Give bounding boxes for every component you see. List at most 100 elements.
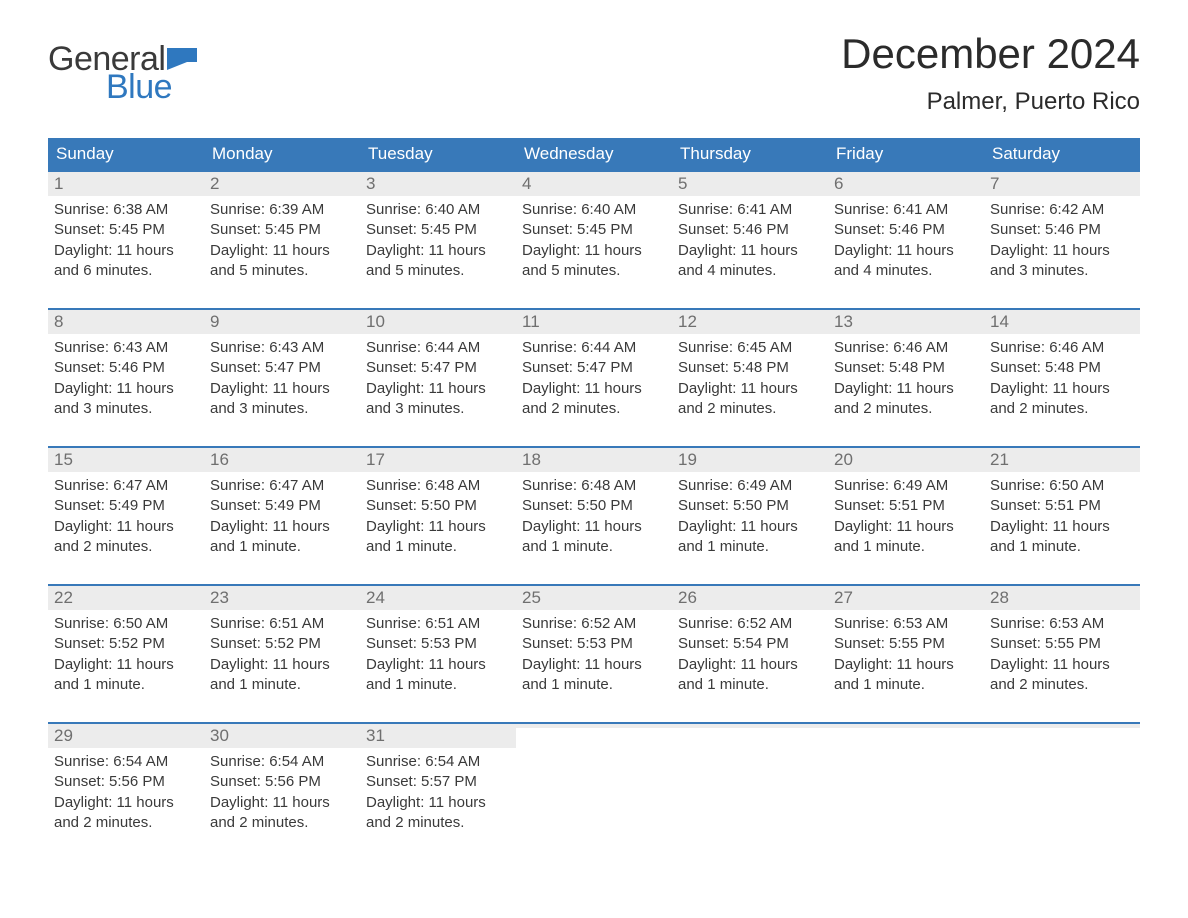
day-sunrise: Sunrise: 6:47 AM (54, 476, 198, 496)
day-cell: 30 Sunrise: 6:54 AMSunset: 5:56 PMDayligh… (204, 724, 360, 842)
day-sunset: Sunset: 5:55 PM (834, 634, 978, 654)
day-number-bar (672, 724, 828, 728)
day-day1: Daylight: 11 hours (678, 379, 822, 399)
day-day1: Daylight: 11 hours (522, 241, 666, 261)
day-number: 23 (210, 588, 229, 607)
day-sunrise: Sunrise: 6:54 AM (366, 752, 510, 772)
day-sunset: Sunset: 5:49 PM (210, 496, 354, 516)
day-number: 4 (522, 174, 531, 193)
day-day1: Daylight: 11 hours (366, 241, 510, 261)
day-cell: 10Sunrise: 6:44 AMSunset: 5:47 PMDayligh… (360, 310, 516, 428)
day-cell: 15Sunrise: 6:47 AMSunset: 5:49 PMDayligh… (48, 448, 204, 566)
day-number-bar: 9 (204, 310, 360, 334)
day-number-bar: 5 (672, 172, 828, 196)
day-number-bar: 26 (672, 586, 828, 610)
day-day1: Daylight: 11 hours (834, 379, 978, 399)
day-day1: Daylight: 11 hours (834, 517, 978, 537)
day-number: 7 (990, 174, 999, 193)
day-number-bar: 21 (984, 448, 1140, 472)
day-sunrise: Sunrise: 6:43 AM (210, 338, 354, 358)
day-body: Sunrise: 6:51 AMSunset: 5:53 PMDaylight:… (360, 610, 516, 701)
day-day1: Daylight: 11 hours (54, 517, 198, 537)
day-number: 6 (834, 174, 843, 193)
day-number: 24 (366, 588, 385, 607)
day-day2: and 1 minute. (54, 675, 198, 695)
day-sunset: Sunset: 5:45 PM (366, 220, 510, 240)
day-cell (672, 724, 828, 842)
day-cell: 19Sunrise: 6:49 AMSunset: 5:50 PMDayligh… (672, 448, 828, 566)
day-day2: and 2 minutes. (834, 399, 978, 419)
day-body: Sunrise: 6:40 AMSunset: 5:45 PMDaylight:… (516, 196, 672, 287)
day-sunrise: Sunrise: 6:53 AM (834, 614, 978, 634)
day-sunset: Sunset: 5:54 PM (678, 634, 822, 654)
day-body: Sunrise: 6:54 AMSunset: 5:56 PMDaylight:… (204, 748, 360, 839)
day-sunrise: Sunrise: 6:39 AM (210, 200, 354, 220)
day-number-bar: 16 (204, 448, 360, 472)
day-number: 31 (366, 726, 385, 745)
day-day2: and 1 minute. (522, 675, 666, 695)
day-sunset: Sunset: 5:48 PM (678, 358, 822, 378)
day-number: 8 (54, 312, 63, 331)
day-sunrise: Sunrise: 6:42 AM (990, 200, 1134, 220)
day-number-bar (828, 724, 984, 728)
weekday-header: Friday (828, 138, 984, 170)
day-body: Sunrise: 6:51 AMSunset: 5:52 PMDaylight:… (204, 610, 360, 701)
calendar: Sunday Monday Tuesday Wednesday Thursday… (48, 138, 1140, 842)
day-body: Sunrise: 6:54 AMSunset: 5:57 PMDaylight:… (360, 748, 516, 839)
day-day1: Daylight: 11 hours (522, 517, 666, 537)
day-body: Sunrise: 6:52 AMSunset: 5:53 PMDaylight:… (516, 610, 672, 701)
day-body: Sunrise: 6:48 AMSunset: 5:50 PMDaylight:… (360, 472, 516, 563)
day-sunrise: Sunrise: 6:47 AM (210, 476, 354, 496)
day-cell: 7Sunrise: 6:42 AMSunset: 5:46 PMDaylight… (984, 172, 1140, 290)
day-day1: Daylight: 11 hours (990, 379, 1134, 399)
day-sunrise: Sunrise: 6:53 AM (990, 614, 1134, 634)
day-day2: and 1 minute. (210, 537, 354, 557)
day-day2: and 3 minutes. (210, 399, 354, 419)
day-day1: Daylight: 11 hours (522, 655, 666, 675)
day-number-bar: 29 (48, 724, 204, 748)
day-sunrise: Sunrise: 6:46 AM (834, 338, 978, 358)
day-number: 20 (834, 450, 853, 469)
day-day2: and 6 minutes. (54, 261, 198, 281)
day-cell: 23 Sunrise: 6:51 AMSunset: 5:52 PMDayligh… (204, 586, 360, 704)
day-number: 1 (54, 174, 63, 193)
day-day1: Daylight: 11 hours (210, 241, 354, 261)
day-day1: Daylight: 11 hours (54, 793, 198, 813)
day-sunrise: Sunrise: 6:54 AM (210, 752, 354, 772)
day-sunrise: Sunrise: 6:48 AM (522, 476, 666, 496)
header: General Blue December 2024 Palmer, Puert… (48, 30, 1140, 130)
day-sunset: Sunset: 5:46 PM (834, 220, 978, 240)
day-number-bar (984, 724, 1140, 728)
day-number-bar: 6 (828, 172, 984, 196)
day-cell: 6Sunrise: 6:41 AMSunset: 5:46 PMDaylight… (828, 172, 984, 290)
day-cell: 1Sunrise: 6:38 AMSunset: 5:45 PMDaylight… (48, 172, 204, 290)
day-number: 11 (522, 312, 540, 331)
day-body: Sunrise: 6:46 AMSunset: 5:48 PMDaylight:… (984, 334, 1140, 425)
day-number: 22 (54, 588, 73, 607)
location: Palmer, Puerto Rico (841, 88, 1140, 116)
day-cell: 24 Sunrise: 6:51 AMSunset: 5:53 PMDayligh… (360, 586, 516, 704)
day-body: Sunrise: 6:43 AMSunset: 5:46 PMDaylight:… (48, 334, 204, 425)
day-day2: and 1 minute. (366, 675, 510, 695)
day-sunrise: Sunrise: 6:40 AM (522, 200, 666, 220)
day-body: Sunrise: 6:41 AMSunset: 5:46 PMDaylight:… (672, 196, 828, 287)
day-cell: 25Sunrise: 6:52 AMSunset: 5:53 PMDayligh… (516, 586, 672, 704)
day-number: 14 (990, 312, 1009, 331)
day-number-bar: 28 (984, 586, 1140, 610)
day-sunset: Sunset: 5:48 PM (990, 358, 1134, 378)
day-body: Sunrise: 6:44 AMSunset: 5:47 PMDaylight:… (516, 334, 672, 425)
day-day1: Daylight: 11 hours (834, 241, 978, 261)
weekday-header: Wednesday (516, 138, 672, 170)
day-sunset: Sunset: 5:50 PM (522, 496, 666, 516)
day-day1: Daylight: 11 hours (366, 379, 510, 399)
day-number: 18 (522, 450, 541, 469)
day-cell (828, 724, 984, 842)
day-day1: Daylight: 11 hours (210, 793, 354, 813)
day-sunset: Sunset: 5:50 PM (678, 496, 822, 516)
day-number: 30 (210, 726, 229, 745)
day-sunset: Sunset: 5:51 PM (990, 496, 1134, 516)
logo: General Blue (48, 42, 197, 104)
day-day2: and 2 minutes. (990, 675, 1134, 695)
day-body: Sunrise: 6:48 AMSunset: 5:50 PMDaylight:… (516, 472, 672, 563)
day-day1: Daylight: 11 hours (366, 517, 510, 537)
